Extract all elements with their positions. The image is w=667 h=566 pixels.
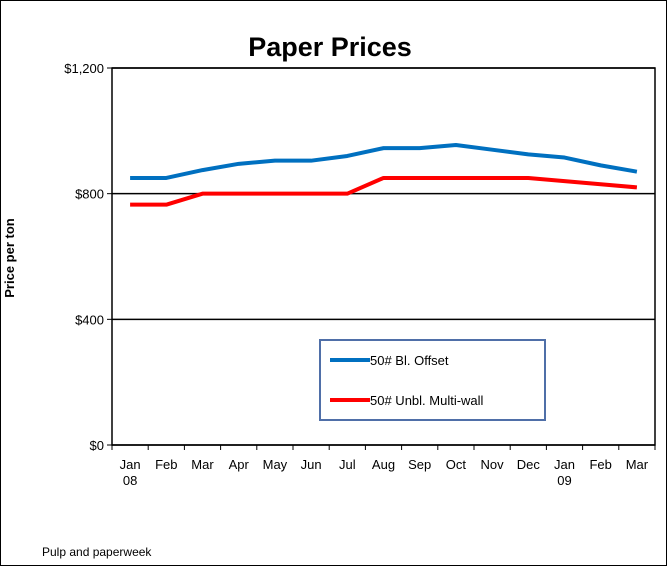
x-tick-label: Feb xyxy=(155,457,177,472)
x-tick-label: Aug xyxy=(372,457,395,472)
x-tick-label: Jan 08 xyxy=(120,457,141,488)
x-tick-label: Mar xyxy=(191,457,214,472)
source: Pulp and paperweek xyxy=(42,545,152,559)
chart-title: Paper Prices xyxy=(248,32,412,62)
x-tick-label: Sep xyxy=(408,457,431,472)
x-tick-label: May xyxy=(263,457,288,472)
x-tick-label: Nov xyxy=(481,457,505,472)
x-tick-label: Jan 09 xyxy=(554,457,575,488)
x-tick-label: Dec xyxy=(517,457,541,472)
legend-box xyxy=(319,339,546,421)
legend-label: 50# Unbl. Multi-wall xyxy=(370,393,484,408)
series-line xyxy=(130,142,638,180)
x-tick-label: Jun xyxy=(301,457,322,472)
y-tick-label: $400 xyxy=(75,312,104,327)
y-tick-label: $1,200 xyxy=(64,61,104,76)
x-tick-label: Oct xyxy=(446,457,467,472)
series-line xyxy=(130,175,638,207)
x-tick-label: Apr xyxy=(229,457,250,472)
y-tick-label: $800 xyxy=(75,187,104,202)
y-axis-label: Price per ton xyxy=(2,218,17,298)
x-tick-label: Jul xyxy=(339,457,356,472)
x-tick-label: Feb xyxy=(589,457,611,472)
y-tick-label: $0 xyxy=(90,438,104,453)
legend-label: 50# Bl. Offset xyxy=(370,353,449,368)
x-tick-label: Mar xyxy=(626,457,649,472)
